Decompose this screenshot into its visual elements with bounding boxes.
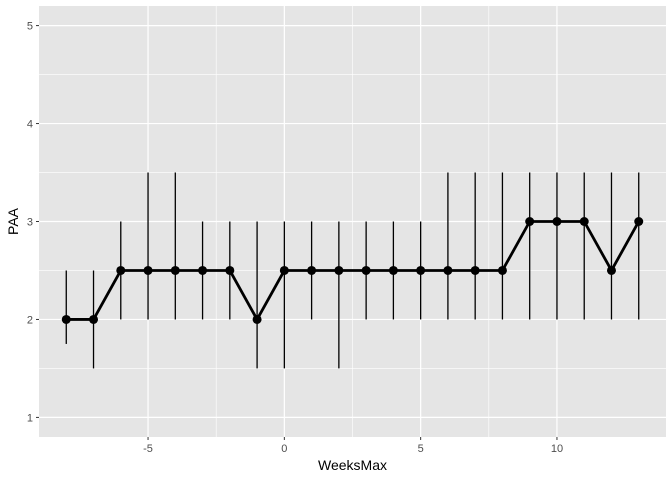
x-axis-title: WeeksMax — [318, 457, 387, 473]
data-point — [334, 265, 344, 275]
data-point — [89, 314, 99, 324]
y-tick-label: 2 — [27, 314, 33, 326]
data-point — [198, 265, 208, 275]
series-line — [66, 220, 640, 321]
data-point — [497, 265, 507, 275]
x-tick-label: 10 — [551, 443, 563, 455]
data-point — [552, 217, 562, 226]
y-axis: 1 2 3 4 5 — [27, 21, 39, 424]
x-tick-label: -5 — [143, 443, 153, 455]
data-point — [252, 314, 262, 324]
x-tick-label: 5 — [418, 443, 424, 455]
data-points — [61, 217, 644, 324]
data-point — [606, 265, 616, 275]
data-point — [470, 265, 480, 275]
data-point — [279, 265, 289, 275]
data-point — [307, 265, 317, 275]
data-point — [416, 265, 426, 275]
data-point — [443, 265, 453, 275]
y-axis-title: PAA — [5, 207, 21, 235]
data-point — [579, 217, 589, 226]
data-point — [143, 265, 153, 275]
data-point — [525, 217, 535, 226]
series — [66, 220, 640, 321]
data-point — [61, 314, 71, 324]
y-tick-label: 5 — [27, 21, 33, 33]
x-axis: -5 0 5 10 — [143, 437, 563, 455]
x-tick-label: 0 — [281, 443, 287, 455]
y-tick-label: 4 — [27, 119, 33, 131]
data-point — [170, 265, 180, 275]
data-point — [361, 265, 371, 275]
data-point — [388, 265, 398, 275]
y-tick-label: 3 — [27, 217, 33, 229]
data-point — [634, 217, 644, 226]
data-point — [116, 265, 126, 275]
y-tick-label: 1 — [27, 412, 33, 424]
data-point — [225, 265, 235, 275]
